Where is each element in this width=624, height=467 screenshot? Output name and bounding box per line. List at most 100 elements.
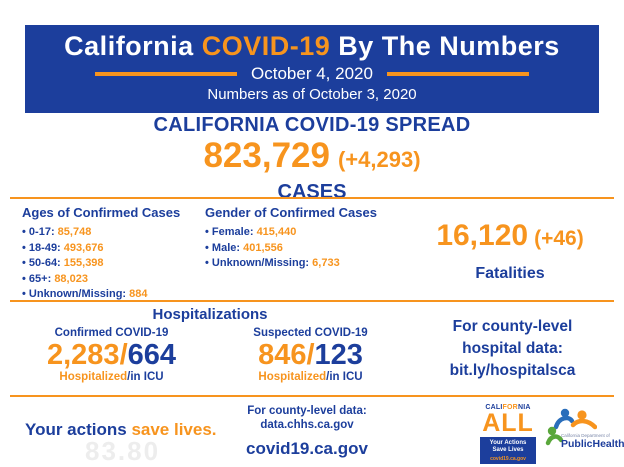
fatalities-value: 16,120	[436, 219, 529, 252]
footer-links: For county-level data: data.chhs.ca.gov …	[227, 404, 387, 459]
icu-sublabel: /in ICU	[127, 371, 164, 383]
as-of-date: Numbers as of October 3, 2020	[207, 86, 417, 103]
background-watermark: 83.80	[85, 436, 161, 466]
california-all-text: ALL	[482, 409, 534, 437]
page-title-covid19: COVID-19	[201, 31, 331, 61]
confirmed-hospitalizations: Confirmed COVID-19 2,283/664 Hospitalize…	[14, 327, 209, 383]
cases-label: CASES	[277, 181, 347, 203]
age-value: 88,023	[54, 272, 88, 285]
hospitalizations-section: Hospitalizations Confirmed COVID-19 2,28…	[0, 306, 420, 383]
age-value: 85,748	[57, 226, 92, 238]
hospitalizations-title: Hospitalizations	[152, 306, 268, 323]
age-label: 50-64:	[28, 257, 64, 269]
header-banner: California COVID-19 By The Numbers Octob…	[25, 25, 599, 113]
suspected-hospitalizations: Suspected COVID-19 846/123 Hospitalized/…	[213, 327, 408, 383]
page-title-part1: California	[64, 31, 202, 61]
spread-title: CALIFORNIA COVID-19 SPREAD	[153, 114, 471, 136]
age-label: 18-49:	[28, 241, 64, 254]
confirmed-numbers: 2,283/664	[14, 339, 209, 371]
gender-label: Male:	[211, 241, 244, 254]
list-item: Female: 415,440	[205, 225, 400, 241]
wordmark-cali: CALI	[485, 404, 503, 411]
fatalities-label: Fatalities	[475, 265, 545, 282]
county-note-line2: hospital data:	[462, 340, 563, 357]
list-item: Male: 401,556	[205, 241, 400, 257]
county-hospital-note: For county-level hospital data: bit.ly/h…	[410, 316, 615, 382]
slash-separator: /	[119, 339, 128, 371]
age-label: 0-17:	[28, 226, 58, 238]
confirmed-icu-value: 664	[127, 339, 177, 371]
confirmed-hospitalized-value: 2,283	[46, 339, 120, 371]
page-title-part2: By The Numbers	[330, 31, 560, 61]
list-item: 65+: 88,023	[22, 272, 202, 288]
ages-section: Ages of Confirmed Cases 0-17: 85,748 18-…	[22, 205, 202, 303]
cdph-department-text: California Department of	[561, 433, 610, 438]
box-line1: Your Actions	[489, 440, 527, 446]
list-item: 0-17: 85,748	[22, 225, 202, 241]
county-note-line1: For county-level	[452, 318, 573, 335]
fatalities-row: 16,120 (+46)	[405, 219, 615, 253]
gender-value: 415,440	[256, 226, 297, 238]
gender-label: Unknown/Missing:	[211, 257, 313, 269]
suspected-icu-value: 123	[314, 339, 363, 371]
gender-list: Female: 415,440 Male: 401,556 Unknown/Mi…	[205, 225, 400, 272]
confirmed-label: Confirmed COVID-19	[54, 327, 169, 339]
cdph-logo: California Department of PublicHealth	[543, 407, 624, 465]
box-site: covid19.ca.gov	[490, 456, 526, 462]
fatalities-delta: (+46)	[534, 227, 584, 250]
section-divider-middle	[10, 300, 614, 302]
ages-list: 0-17: 85,748 18-49: 493,676 50-64: 155,3…	[22, 225, 202, 303]
hospitalized-sublabel: Hospitalized	[258, 371, 327, 383]
list-item: Unknown/Missing: 884	[22, 287, 202, 303]
tagline-part1: Your actions	[25, 420, 132, 439]
total-cases-row: 823,729 (+4,293)	[0, 138, 624, 181]
list-item: 18-49: 493,676	[22, 241, 202, 257]
county-data-label: For county-level data:	[247, 405, 367, 417]
list-item: 50-64: 155,398	[22, 256, 202, 272]
age-label: 65+:	[28, 272, 55, 285]
county-data-link[interactable]: data.chhs.ca.gov	[260, 419, 354, 431]
suspected-hospitalized-value: 846	[258, 339, 307, 371]
date-divider-left	[95, 72, 238, 76]
age-value: 155,398	[63, 257, 104, 269]
cdph-figures-icon	[545, 408, 597, 446]
total-cases-value: 823,729	[203, 136, 330, 175]
california-all-logo: CALIFORNIA ALL Your Actions Save Lives c…	[480, 404, 536, 464]
section-divider-bottom	[10, 395, 614, 397]
suspected-numbers: 846/123	[213, 339, 408, 371]
age-label: Unknown/Missing:	[28, 288, 130, 300]
california-all-box: Your Actions Save Lives covid19.ca.gov	[480, 437, 536, 464]
list-item: Unknown/Missing: 6,733	[205, 256, 400, 272]
box-line2: Save Lives	[492, 447, 524, 453]
california-all-wordmark: CALIFORNIA	[480, 404, 536, 411]
hospitalizations-row: Confirmed COVID-19 2,283/664 Hospitalize…	[0, 323, 420, 383]
covid19-site-link[interactable]: covid19.ca.gov	[246, 439, 368, 458]
slash-separator: /	[306, 339, 315, 371]
gender-title: Gender of Confirmed Cases	[205, 205, 377, 220]
age-value: 493,676	[63, 241, 104, 254]
spread-section: CALIFORNIA COVID-19 SPREAD 823,729 (+4,29…	[0, 114, 624, 204]
ages-title: Ages of Confirmed Cases	[22, 205, 181, 220]
fatalities-section: 16,120 (+46) Fatalities	[405, 205, 615, 283]
section-divider-top	[10, 197, 614, 199]
report-date: October 4, 2020	[251, 64, 373, 83]
icu-sublabel: /in ICU	[326, 371, 363, 383]
suspected-label: Suspected COVID-19	[253, 327, 368, 339]
tagline: Your actions save lives.	[25, 420, 217, 440]
gender-value: 401,556	[243, 241, 283, 254]
tagline-part2: save lives.	[131, 420, 217, 439]
age-value: 884	[129, 288, 148, 300]
new-cases-delta: (+4,293)	[337, 147, 421, 172]
gender-section: Gender of Confirmed Cases Female: 415,44…	[205, 205, 400, 272]
date-divider-right	[386, 72, 529, 76]
cdph-text: California Department of PublicHealth	[561, 433, 624, 450]
wordmark-nia: NIA	[517, 404, 531, 411]
confirmed-sublabel: Hospitalized/in ICU	[14, 371, 209, 383]
date-row: October 4, 2020	[25, 64, 599, 84]
gender-label: Female:	[211, 226, 257, 238]
hospitalized-sublabel: Hospitalized	[59, 371, 128, 383]
wordmark-for: FOR	[502, 404, 518, 411]
county-hospital-link[interactable]: bit.ly/hospitalsca	[449, 362, 576, 379]
cdph-publichealth-text: PublicHealth	[561, 438, 624, 450]
gender-value: 6,733	[312, 257, 340, 269]
